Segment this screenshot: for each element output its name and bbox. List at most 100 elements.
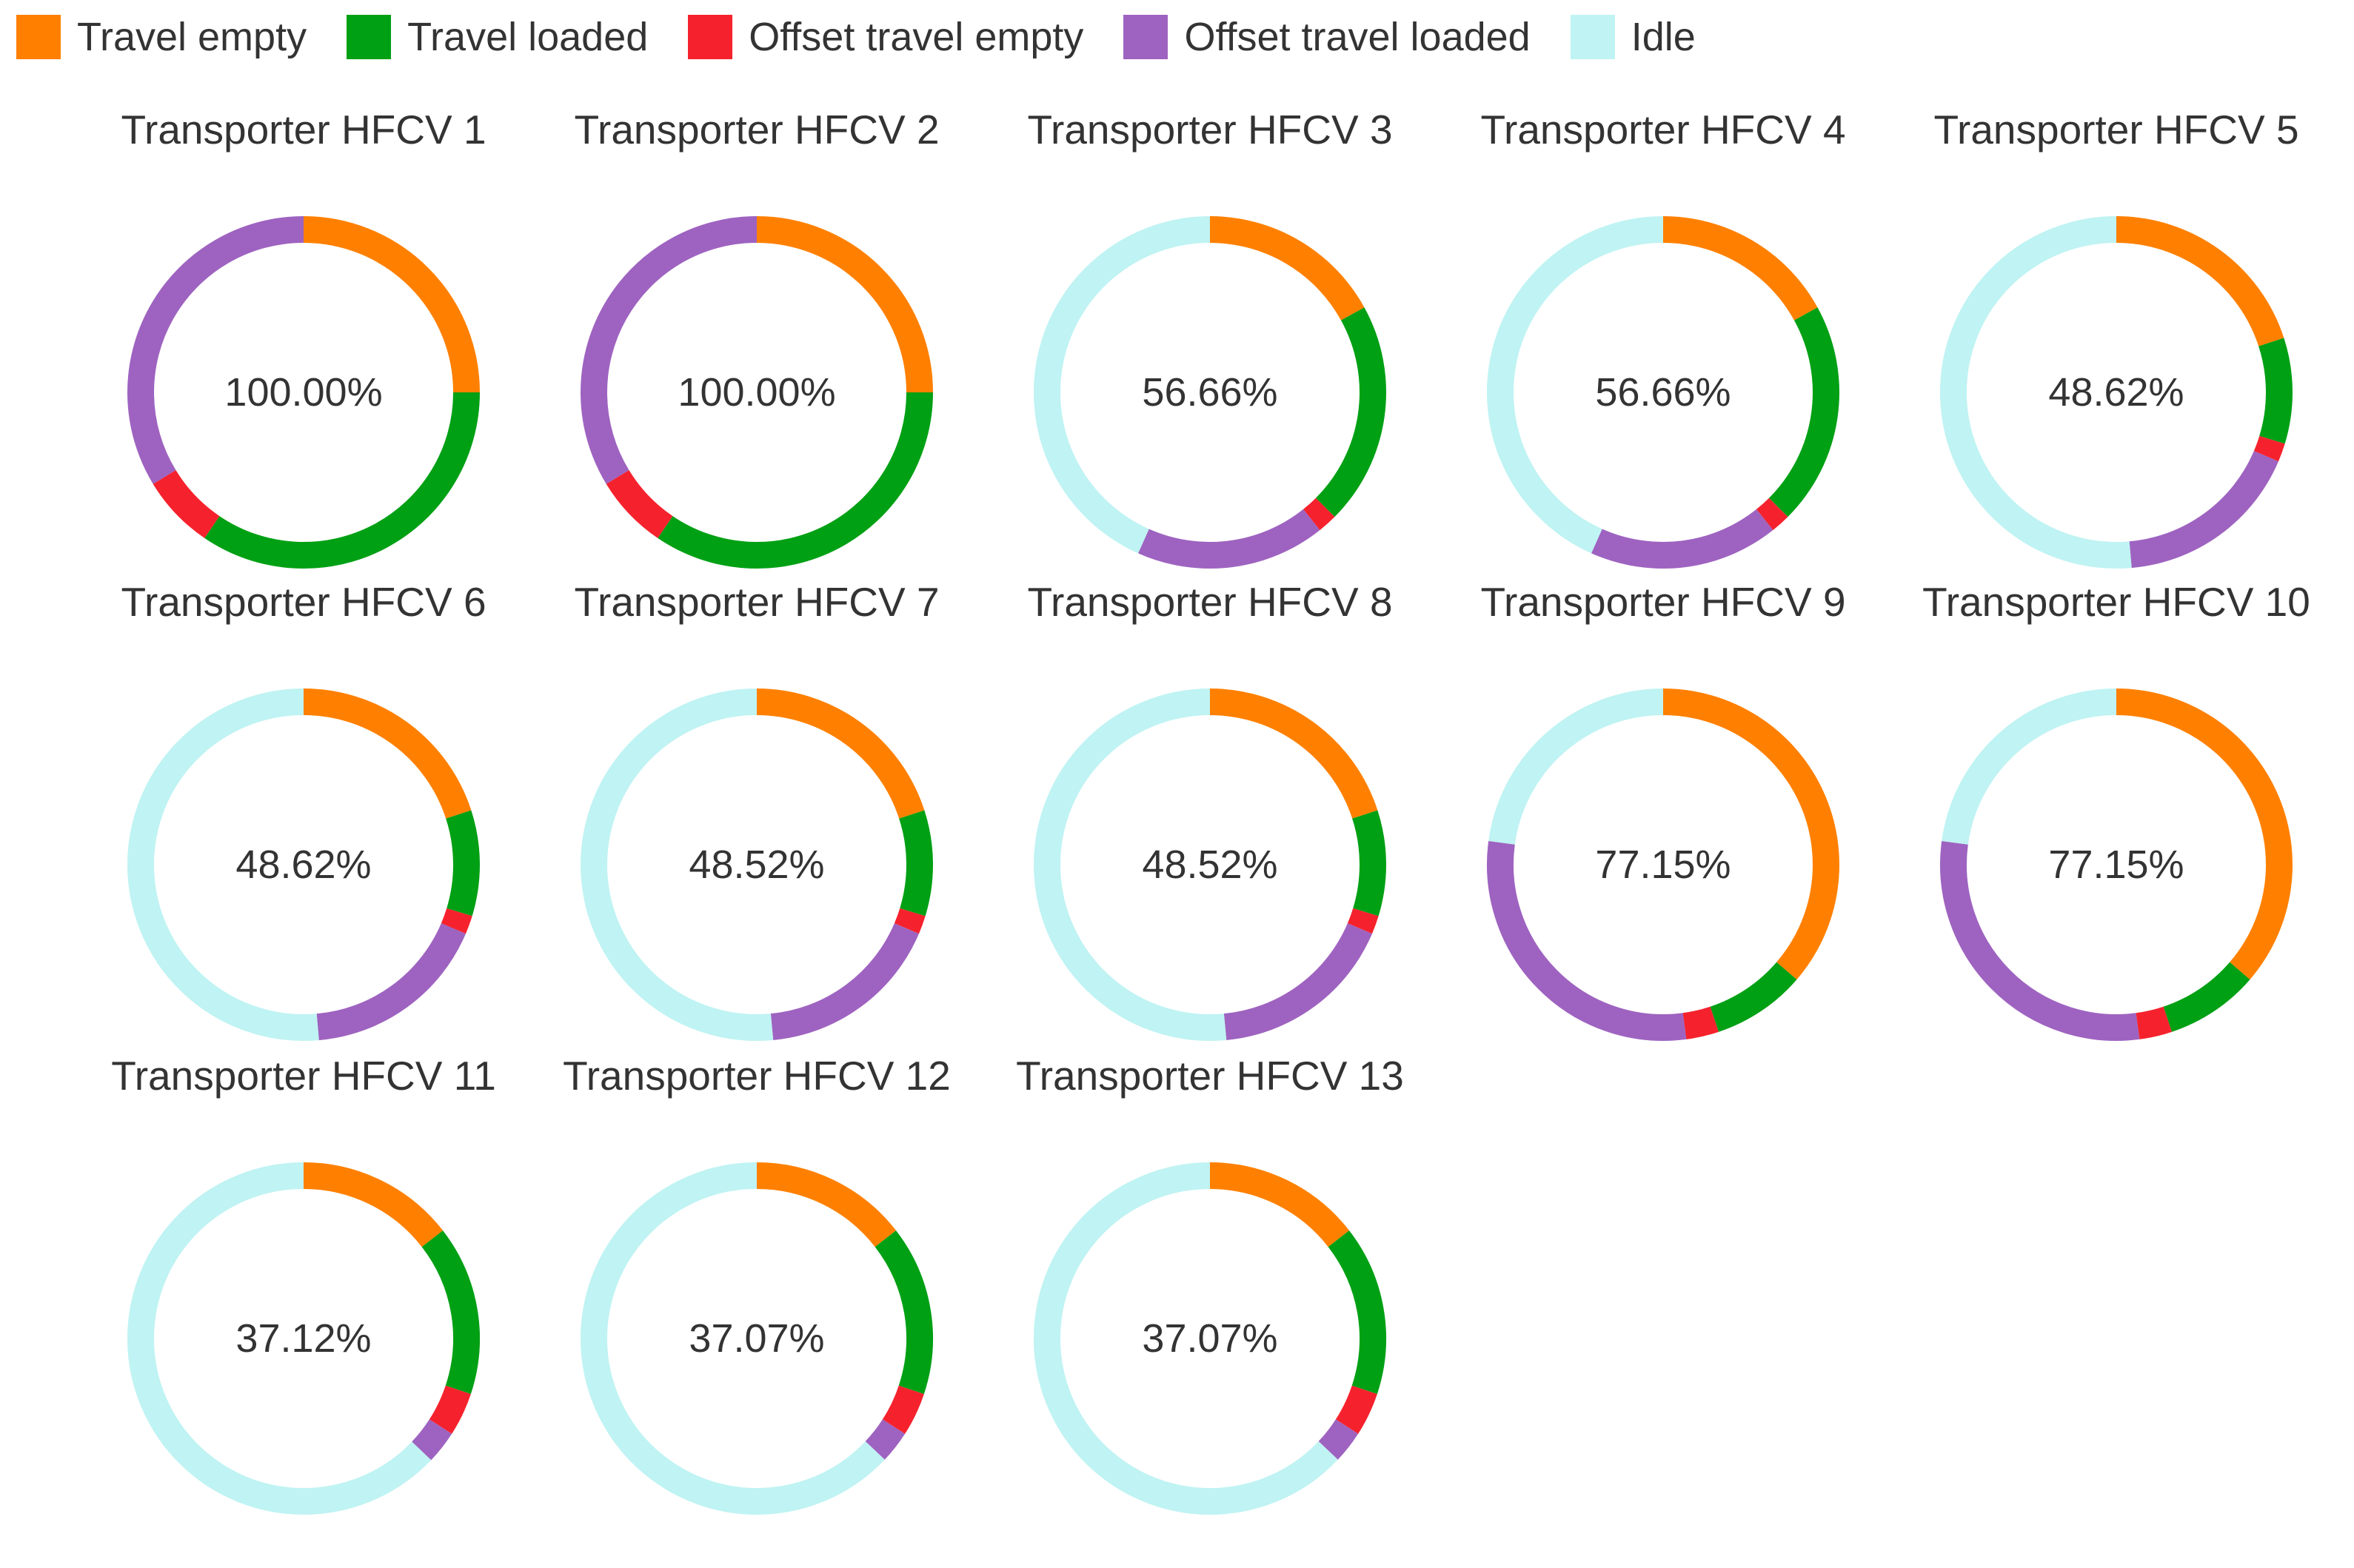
donut-slice[interactable] bbox=[411, 1418, 452, 1461]
center-percentage-label: 37.07% bbox=[689, 1316, 824, 1361]
donut-slice[interactable] bbox=[1591, 509, 1773, 569]
donut-slice[interactable] bbox=[441, 908, 472, 934]
donut-slice[interactable] bbox=[1942, 688, 2117, 845]
donut-slice[interactable] bbox=[1138, 509, 1320, 569]
chart-title: Transporter HFCV 1 bbox=[121, 107, 486, 153]
donut-slice[interactable] bbox=[658, 392, 933, 569]
legend-item[interactable]: Idle bbox=[1570, 14, 1696, 60]
donut-slice[interactable] bbox=[770, 922, 919, 1040]
donut-slice[interactable] bbox=[1710, 962, 1797, 1032]
chart-title: Transporter HFCV 13 bbox=[1016, 1053, 1404, 1099]
donut-svg: 37.12% bbox=[127, 1162, 480, 1515]
donut-slice[interactable] bbox=[1223, 922, 1372, 1040]
donut-slice[interactable] bbox=[1662, 216, 1818, 321]
donut-slice[interactable] bbox=[1318, 1418, 1359, 1460]
center-percentage-label: 77.15% bbox=[2048, 842, 2184, 887]
donut-slice[interactable] bbox=[1662, 688, 1839, 980]
legend-label: Travel empty bbox=[77, 15, 307, 59]
donut-chart: Transporter HFCV 12 37.07% bbox=[527, 1050, 986, 1515]
donut-slice[interactable] bbox=[1768, 307, 1839, 517]
donut-slice[interactable] bbox=[1315, 307, 1386, 517]
donut-svg: 48.62% bbox=[127, 688, 480, 1041]
donut-slice[interactable] bbox=[2163, 962, 2250, 1032]
donut-slice[interactable] bbox=[1756, 497, 1788, 531]
donut-slice[interactable] bbox=[875, 1230, 933, 1394]
center-percentage-label: 56.66% bbox=[1595, 370, 1731, 415]
donut-slice[interactable] bbox=[2258, 338, 2293, 444]
donut-chart: Transporter HFCV 9 77.15% bbox=[1434, 576, 1893, 1041]
donut-slice[interactable] bbox=[127, 688, 319, 1041]
donut-slice[interactable] bbox=[1487, 840, 1687, 1041]
donut-slice[interactable] bbox=[756, 1162, 897, 1247]
donut-svg: 100.00% bbox=[581, 216, 933, 569]
donut-slice[interactable] bbox=[1347, 908, 1379, 934]
donut-slice[interactable] bbox=[1682, 1006, 1719, 1039]
center-percentage-label: 48.52% bbox=[689, 842, 824, 887]
donut-slice[interactable] bbox=[127, 216, 304, 484]
donut-slice[interactable] bbox=[303, 216, 480, 393]
donut-slice[interactable] bbox=[581, 688, 774, 1041]
donut-slice[interactable] bbox=[1034, 216, 1211, 554]
donut-slice[interactable] bbox=[2253, 435, 2285, 462]
donut-slice[interactable] bbox=[153, 469, 220, 538]
donut-slice[interactable] bbox=[1209, 688, 1378, 819]
donut-slice[interactable] bbox=[756, 216, 933, 393]
donut-slice[interactable] bbox=[1352, 810, 1386, 917]
donut-slice[interactable] bbox=[882, 1385, 924, 1434]
donut-slice[interactable] bbox=[606, 469, 673, 538]
donut-chart: Transporter HFCV 10 77.15% bbox=[1887, 576, 2346, 1041]
donut-slice[interactable] bbox=[446, 810, 480, 917]
donut-slice[interactable] bbox=[1487, 216, 1664, 554]
legend-label: Offset travel loaded bbox=[1184, 15, 1531, 59]
donut-slice[interactable] bbox=[894, 908, 926, 934]
donut-slice[interactable] bbox=[581, 1162, 885, 1515]
donut-slice[interactable] bbox=[421, 1230, 480, 1394]
donut-slice[interactable] bbox=[1034, 1162, 1338, 1515]
donut-svg: 77.15% bbox=[1487, 688, 1839, 1041]
donut-slice[interactable] bbox=[204, 392, 480, 569]
donut-slice[interactable] bbox=[581, 216, 758, 484]
donut-slice[interactable] bbox=[1303, 497, 1335, 531]
donut-slice[interactable] bbox=[1335, 1385, 1377, 1434]
donut-slice[interactable] bbox=[865, 1418, 906, 1460]
donut-slice[interactable] bbox=[1940, 216, 2132, 569]
donut-chart: Transporter HFCV 13 37.07% bbox=[980, 1050, 1440, 1515]
chart-title: Transporter HFCV 12 bbox=[563, 1053, 951, 1099]
donut-slice[interactable] bbox=[303, 1162, 444, 1247]
center-percentage-label: 100.00% bbox=[224, 370, 382, 415]
donut-svg: 56.66% bbox=[1487, 216, 1839, 569]
donut-slice[interactable] bbox=[2129, 450, 2278, 569]
donut-slice[interactable] bbox=[127, 1162, 432, 1515]
donut-slice[interactable] bbox=[316, 922, 466, 1041]
donut-slice[interactable] bbox=[899, 810, 933, 917]
donut-slice[interactable] bbox=[429, 1385, 471, 1434]
donut-slice[interactable] bbox=[1488, 688, 1664, 845]
donut-chart: Transporter HFCV 5 48.62% bbox=[1887, 104, 2346, 569]
chart-title: Transporter HFCV 9 bbox=[1480, 579, 1846, 625]
donut-slice[interactable] bbox=[1034, 688, 1227, 1041]
donut-svg: 56.66% bbox=[1034, 216, 1386, 569]
donut-slice[interactable] bbox=[1940, 840, 2140, 1041]
donut-slice[interactable] bbox=[2116, 688, 2293, 980]
center-percentage-label: 48.62% bbox=[235, 842, 371, 887]
legend-swatch bbox=[1123, 15, 1168, 59]
donut-svg: 77.15% bbox=[1940, 688, 2293, 1041]
donut-slice[interactable] bbox=[2136, 1006, 2172, 1039]
legend-item[interactable]: Offset travel empty bbox=[688, 14, 1083, 60]
legend-item[interactable]: Travel empty bbox=[16, 14, 307, 60]
chart-title: Transporter HFCV 2 bbox=[574, 107, 940, 153]
legend-swatch bbox=[688, 15, 733, 59]
donut-slice[interactable] bbox=[303, 688, 472, 819]
donut-slice[interactable] bbox=[1209, 1162, 1350, 1247]
donut-slice[interactable] bbox=[2116, 216, 2284, 346]
legend-item[interactable]: Travel loaded bbox=[347, 14, 648, 60]
donut-slice[interactable] bbox=[756, 688, 925, 819]
legend-label: Idle bbox=[1631, 15, 1696, 59]
center-percentage-label: 37.07% bbox=[1142, 1316, 1277, 1361]
donut-slice[interactable] bbox=[1328, 1230, 1386, 1394]
legend-item[interactable]: Offset travel loaded bbox=[1123, 14, 1531, 60]
donut-svg: 100.00% bbox=[127, 216, 480, 569]
donut-svg: 37.07% bbox=[1034, 1162, 1386, 1515]
donut-chart-grid: Transporter HFCV 1 100.00% Transporter HFC… bbox=[111, 104, 2346, 1515]
donut-slice[interactable] bbox=[1209, 216, 1365, 321]
